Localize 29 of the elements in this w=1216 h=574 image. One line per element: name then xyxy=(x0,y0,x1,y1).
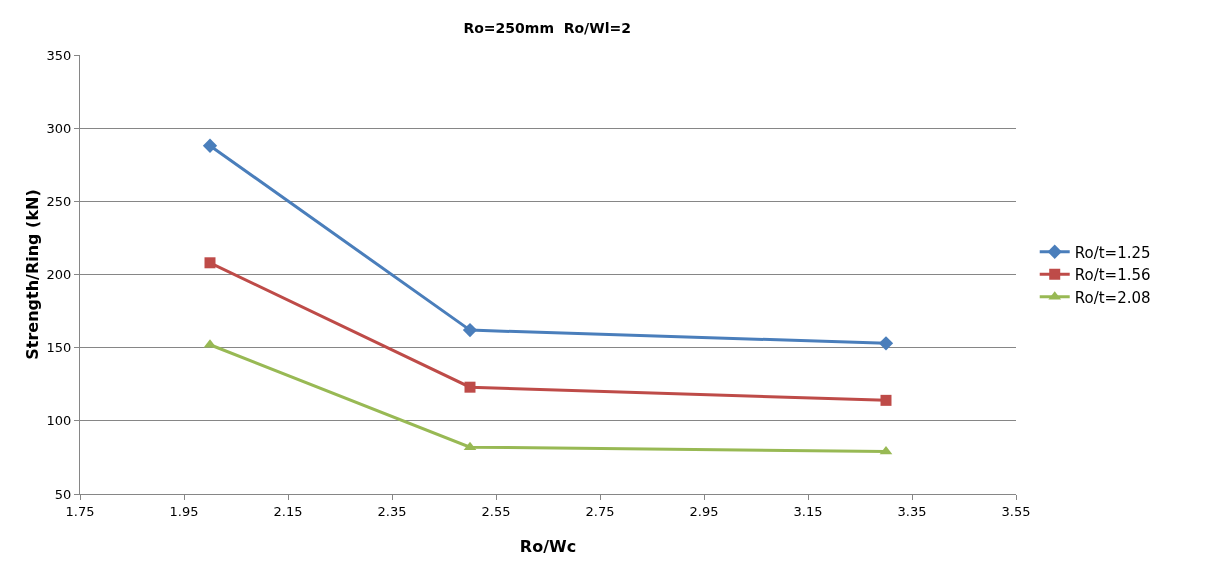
x-axis-title: Ro/Wc xyxy=(519,537,577,556)
point xyxy=(878,336,894,351)
chart-title: Ro=250mm Ro/Wl=2 xyxy=(463,19,631,36)
point xyxy=(880,394,892,406)
y-tick-label: 100 xyxy=(46,413,72,429)
y-tick-label: 250 xyxy=(46,193,72,209)
y-tick-label: 150 xyxy=(46,340,72,356)
legend-label: Ro/t=1.56 xyxy=(1074,266,1151,285)
legend-label: Ro/t=2.08 xyxy=(1074,288,1151,307)
x-tick-label: 3.55 xyxy=(1001,503,1031,519)
x-tick-label: 2.75 xyxy=(585,503,615,519)
y-tick-label: 200 xyxy=(46,267,72,283)
point xyxy=(204,257,216,269)
x-tick-label: 2.95 xyxy=(689,503,719,519)
point xyxy=(462,322,478,338)
x-tick-label: 1.95 xyxy=(169,503,199,519)
y-axis-title: Strength/Ring (kN) xyxy=(23,189,42,360)
x-tick-label: 3.35 xyxy=(897,503,927,519)
legend-label: Ro/t=1.25 xyxy=(1074,243,1151,262)
x-tick-label: 1.75 xyxy=(65,503,95,519)
point xyxy=(464,381,476,393)
y-tick-label: 50 xyxy=(54,486,72,502)
x-tick-label: 2.55 xyxy=(481,503,511,519)
point xyxy=(202,138,218,153)
y-tick-label: 350 xyxy=(46,47,72,63)
x-tick-label: 3.15 xyxy=(793,503,823,519)
x-tick-label: 2.35 xyxy=(377,503,407,519)
y-tick-label: 300 xyxy=(46,120,72,136)
x-tick-label: 2.15 xyxy=(273,503,303,519)
